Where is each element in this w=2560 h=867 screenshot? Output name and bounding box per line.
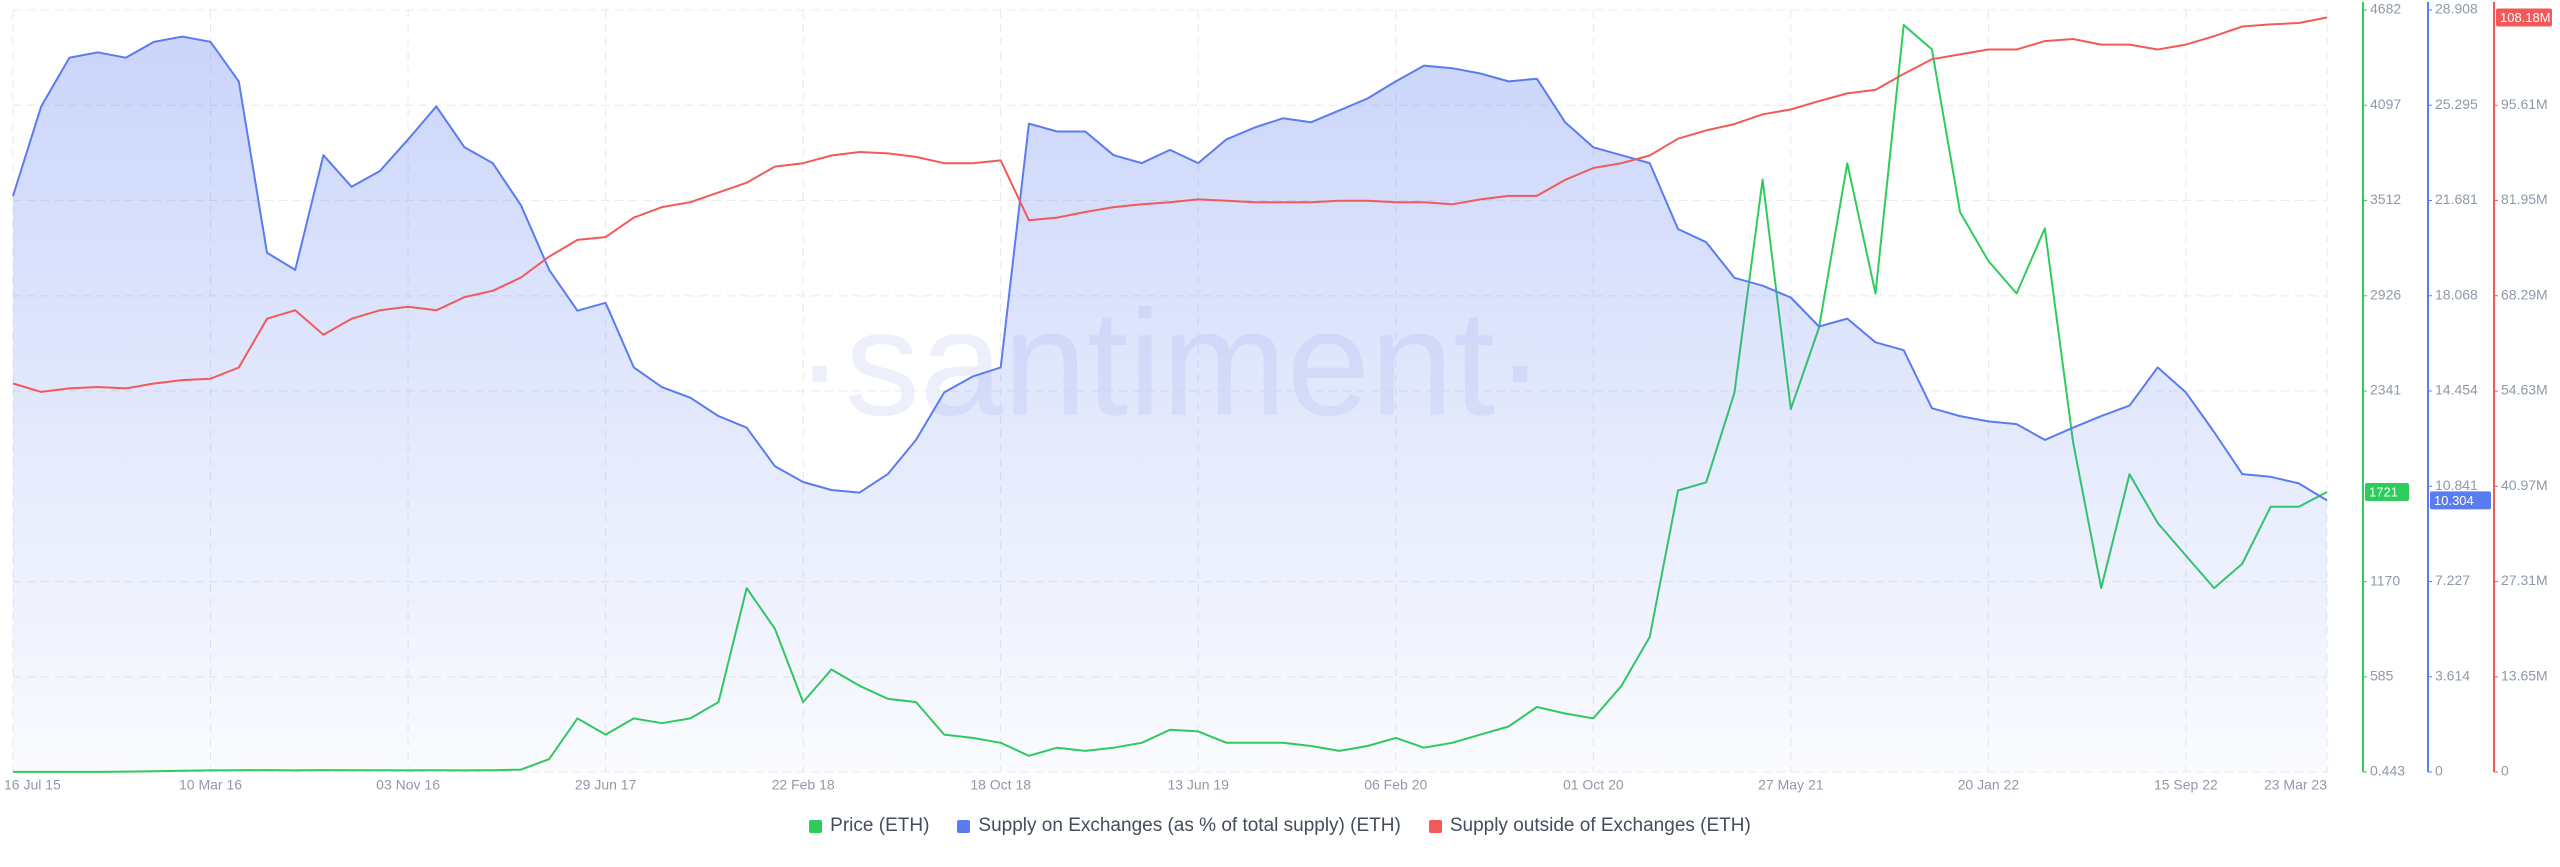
y-tick-label: 3512 — [2370, 191, 2401, 207]
y-tick-label: 2926 — [2370, 287, 2401, 303]
y-tick-label: 18.068 — [2435, 286, 2478, 302]
x-tick-label: 27 May 21 — [1758, 777, 1824, 793]
x-tick-label: 10 Mar 16 — [179, 777, 242, 793]
y-tick-label: 27.31M — [2501, 572, 2548, 588]
y-tick-label: 0.443 — [2370, 763, 2405, 779]
legend-swatch — [1428, 819, 1442, 833]
x-tick-label: 18 Oct 18 — [970, 777, 1031, 793]
x-tick-label: 03 Nov 16 — [376, 777, 440, 793]
legend-label: Supply outside of Exchanges (ETH) — [1449, 815, 1751, 836]
legend-label: Supply on Exchanges (as % of total suppl… — [978, 815, 1401, 836]
x-tick-label: 23 Mar 23 — [2264, 777, 2327, 793]
x-tick-label: 29 Jun 17 — [575, 777, 637, 793]
x-tick-label: 01 Oct 20 — [1563, 777, 1624, 793]
y-tick-label: 40.97M — [2501, 477, 2548, 493]
value-badge — [2496, 8, 2552, 27]
y-tick-label: 0 — [2435, 763, 2443, 779]
y-tick-label: 21.681 — [2435, 191, 2478, 207]
y-tick-label: 28.908 — [2435, 1, 2478, 17]
y-tick-label: 3.614 — [2435, 667, 2470, 683]
x-tick-label: 16 Jul 15 — [4, 777, 61, 793]
y-tick-label: 4682 — [2370, 1, 2401, 17]
legend-swatch — [957, 819, 971, 833]
y-tick-label: 2341 — [2370, 382, 2401, 398]
y-tick-label: 0 — [2501, 763, 2509, 779]
y-tick-label: 54.63M — [2501, 382, 2548, 398]
line — [12, 16, 2328, 393]
area — [13, 36, 2327, 773]
legend-swatch — [809, 819, 823, 833]
legend-label: Price (ETH) — [830, 815, 930, 836]
y-tick-label: 585 — [2370, 668, 2394, 684]
value-badge-label: 108.18M — [2500, 10, 2551, 25]
value-badge-label: 10.304 — [2434, 493, 2474, 508]
y-tick-label: 7.227 — [2435, 572, 2470, 588]
y-tick-label: 4097 — [2370, 96, 2401, 112]
legend-item[interactable]: Supply on Exchanges (as % of total suppl… — [957, 815, 1401, 837]
y-tick-label: 10.841 — [2435, 477, 2478, 493]
x-tick-label: 13 Jun 19 — [1167, 777, 1229, 793]
x-tick-label: 15 Sep 22 — [2154, 777, 2218, 793]
value-badge-label: 1721 — [2369, 484, 2398, 499]
x-tick-label: 06 Feb 20 — [1364, 777, 1427, 793]
line — [12, 35, 2328, 502]
y-tick-label: 13.65M — [2501, 668, 2548, 684]
x-tick-label: 20 Jan 22 — [1958, 777, 2020, 793]
legend: Price (ETH) Supply on Exchanges (as % of … — [0, 815, 2560, 837]
x-tick-label: 22 Feb 18 — [772, 777, 835, 793]
value-badge — [2365, 482, 2409, 501]
legend-item[interactable]: Supply outside of Exchanges (ETH) — [1428, 815, 1751, 837]
y-tick-label: 81.95M — [2501, 191, 2548, 207]
value-badge — [2430, 491, 2491, 510]
y-tick-label: 68.29M — [2501, 286, 2548, 302]
legend-item[interactable]: Price (ETH) — [809, 815, 929, 837]
y-tick-label: 95.61M — [2501, 96, 2548, 112]
y-tick-label: 14.454 — [2435, 382, 2478, 398]
y-tick-label: 25.295 — [2435, 96, 2478, 112]
y-tick-label: 1170 — [2370, 572, 2400, 588]
